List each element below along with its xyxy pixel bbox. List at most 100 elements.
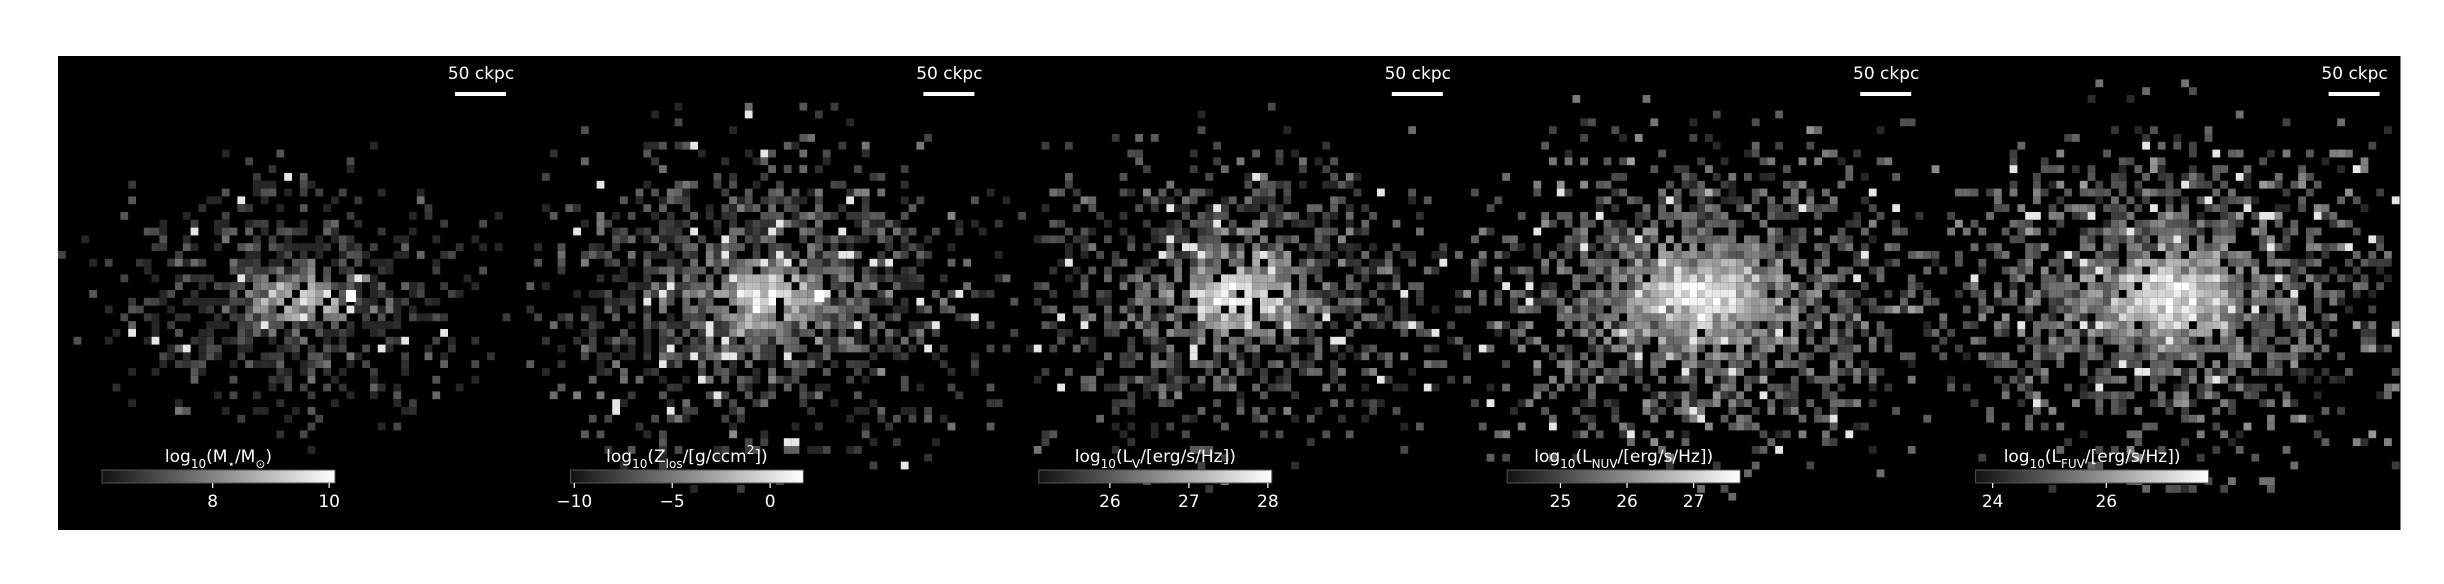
image-pixel [284, 290, 292, 298]
image-pixel [2142, 188, 2150, 197]
image-pixel [245, 305, 253, 314]
image-pixel [1759, 157, 1768, 166]
image-pixel [2017, 321, 2026, 329]
image-pixel [1353, 321, 1362, 329]
image-pixel [1923, 414, 1932, 423]
image-pixel [1720, 414, 1729, 423]
image-pixel [2290, 219, 2299, 228]
image-pixel [1681, 391, 1690, 400]
image-pixel [1533, 305, 1542, 314]
image-pixel [1572, 453, 1581, 462]
image-pixel [2048, 165, 2057, 173]
image-pixel [963, 258, 971, 267]
image-pixel [299, 251, 308, 259]
image-pixel [237, 266, 246, 275]
image-pixel [2095, 321, 2104, 329]
image-pixel [1267, 102, 1276, 111]
image-pixel [1267, 274, 1276, 283]
image-pixel [1642, 305, 1651, 314]
image-pixel [869, 258, 878, 267]
image-pixel [2072, 282, 2080, 290]
image-pixel [916, 336, 925, 345]
image-pixel [2360, 258, 2369, 267]
image-pixel [1041, 141, 1050, 150]
image-pixel [2111, 329, 2119, 337]
image-pixel [1283, 321, 1292, 329]
image-pixel [1783, 212, 1791, 220]
image-pixel [253, 188, 261, 197]
image-pixel [2235, 352, 2244, 361]
image-pixel [1564, 219, 1573, 228]
image-pixel [2181, 407, 2189, 415]
image-pixel [1517, 290, 1526, 298]
image-pixel [1775, 321, 1783, 329]
image-pixel [1244, 227, 1253, 236]
image-pixel [1143, 243, 1151, 251]
image-pixel [1213, 219, 1221, 228]
image-pixel [1228, 352, 1237, 361]
image-pixel [2384, 258, 2392, 267]
image-pixel [1283, 383, 1292, 392]
image-pixel [900, 297, 909, 306]
image-pixel [2173, 344, 2182, 353]
image-pixel [2228, 336, 2236, 345]
image-pixel [1712, 235, 1721, 244]
image-pixel [2376, 344, 2384, 353]
image-pixel [1814, 313, 1822, 322]
image-pixel [729, 344, 737, 353]
image-pixel [276, 243, 285, 251]
image-pixel [877, 290, 886, 298]
image-pixel [471, 375, 480, 384]
image-pixel [2259, 274, 2267, 283]
image-pixel [1096, 290, 1104, 298]
image-pixel [1463, 305, 1471, 314]
image-pixel [2282, 149, 2291, 158]
colorbar [569, 469, 804, 484]
image-pixel [869, 227, 878, 236]
image-pixel [1384, 375, 1393, 384]
image-pixel [2111, 173, 2119, 181]
image-pixel [1751, 297, 1760, 306]
image-pixel [659, 453, 667, 462]
image-pixel [237, 344, 246, 353]
image-pixel [2033, 297, 2041, 306]
image-pixel [1861, 297, 1869, 306]
image-pixel [1127, 399, 1136, 407]
image-pixel [1205, 219, 1214, 228]
image-pixel [581, 352, 589, 361]
image-pixel [1306, 321, 1315, 329]
image-pixel [830, 282, 839, 290]
image-pixel [2259, 336, 2267, 345]
image-pixel [2391, 368, 2400, 376]
image-pixel [838, 329, 847, 337]
image-pixel [2267, 149, 2275, 158]
image-pixel [2142, 196, 2150, 205]
image-pixel [1892, 173, 1900, 181]
image-pixel [1541, 258, 1549, 267]
image-pixel [776, 227, 784, 236]
image-pixel [1377, 188, 1385, 197]
image-pixel [2290, 258, 2299, 267]
image-pixel [1252, 149, 1260, 158]
image-pixel [1080, 305, 1089, 314]
image-pixel [1736, 414, 1744, 423]
image-pixel [815, 446, 823, 454]
image-pixel [830, 266, 839, 275]
image-pixel [1705, 165, 1713, 173]
image-pixel [1377, 375, 1385, 384]
image-pixel [1221, 165, 1229, 173]
image-pixel [1611, 375, 1620, 384]
image-pixel [1580, 157, 1588, 166]
image-pixel [128, 196, 136, 205]
image-pixel [2118, 399, 2127, 407]
image-pixel [659, 360, 667, 368]
image-pixel [1166, 399, 1175, 407]
image-pixel [1705, 243, 1713, 251]
image-pixel [971, 219, 979, 228]
image-pixel [557, 251, 566, 259]
image-pixel [1712, 188, 1721, 197]
image-pixel [1822, 336, 1830, 345]
image-pixel [1096, 212, 1104, 220]
image-pixel [2134, 274, 2143, 283]
image-pixel [791, 251, 800, 259]
